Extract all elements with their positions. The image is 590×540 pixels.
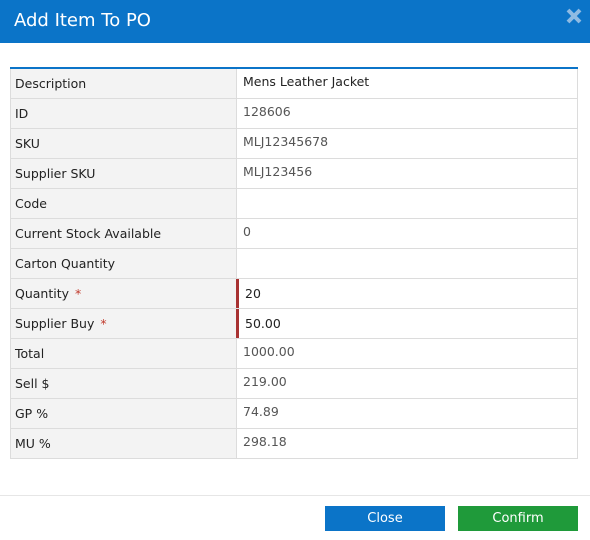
field-row-carton-quantity: Carton Quantity — [10, 249, 578, 279]
carton-quantity-value — [237, 247, 577, 276]
supplier-sku-value: MLJ123456 — [243, 164, 313, 179]
dialog-title: Add Item To PO — [14, 10, 151, 31]
field-row-description: Description Mens Leather Jacket — [10, 69, 578, 99]
field-label: GP % — [11, 399, 237, 428]
sell-value: 219.00 — [243, 374, 287, 389]
supplier-buy-input[interactable]: 50.00 — [236, 309, 577, 338]
field-row-sku: SKU MLJ12345678 — [10, 129, 578, 159]
field-row-supplier-buy: Supplier Buy * 50.00 — [10, 309, 578, 339]
field-label: Current Stock Available — [11, 219, 237, 248]
description-value: Mens Leather Jacket — [243, 74, 370, 89]
quantity-label: Quantity — [15, 286, 70, 301]
field-row-quantity: Quantity * 20 — [10, 279, 578, 309]
item-details-grid: Description Mens Leather Jacket ID 12860… — [10, 67, 578, 459]
gp-value: 74.89 — [243, 404, 279, 419]
total-value: 1000.00 — [243, 344, 295, 359]
field-row-total: Total 1000.00 — [10, 339, 578, 369]
id-value: 128606 — [243, 104, 291, 119]
field-row-id: ID 128606 — [10, 99, 578, 129]
field-row-supplier-sku: Supplier SKU MLJ123456 — [10, 159, 578, 189]
field-row-mu: MU % 298.18 — [10, 429, 578, 459]
field-label: Total — [11, 339, 237, 368]
close-button[interactable]: Close — [325, 506, 445, 531]
field-label: Description — [11, 69, 237, 98]
field-label: MU % — [11, 429, 237, 458]
field-label: Carton Quantity — [11, 249, 237, 278]
field-label: ID — [11, 99, 237, 128]
field-label: Quantity * — [11, 279, 237, 308]
field-row-gp: GP % 74.89 — [10, 399, 578, 429]
close-x-icon[interactable] — [564, 6, 584, 26]
sku-value: MLJ12345678 — [243, 134, 329, 149]
field-row-sell: Sell $ 219.00 — [10, 369, 578, 399]
code-value — [237, 187, 577, 216]
footer-divider — [0, 495, 590, 496]
current-stock-value: 0 — [243, 224, 251, 239]
field-label: Sell $ — [11, 369, 237, 398]
mu-value: 298.18 — [243, 434, 287, 449]
quantity-input[interactable]: 20 — [236, 279, 577, 308]
field-label: Code — [11, 189, 237, 218]
field-row-code: Code — [10, 189, 578, 219]
field-row-current-stock: Current Stock Available 0 — [10, 219, 578, 249]
field-label: Supplier Buy * — [11, 309, 237, 338]
confirm-button[interactable]: Confirm — [458, 506, 578, 531]
field-label: Supplier SKU — [11, 159, 237, 188]
required-marker: * — [100, 316, 107, 331]
supplier-buy-label: Supplier Buy — [15, 316, 95, 331]
required-marker: * — [75, 286, 82, 301]
field-label: SKU — [11, 129, 237, 158]
dialog-header: Add Item To PO — [0, 0, 590, 43]
